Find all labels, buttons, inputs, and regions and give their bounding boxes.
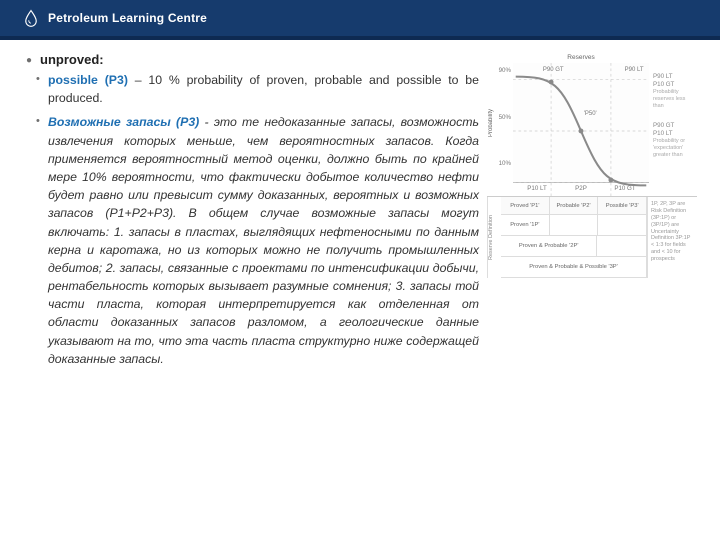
ytick-10: 10% <box>495 160 511 167</box>
grid-row-3p: Proven & Probable & Possible '3P' <box>501 257 647 278</box>
probability-plot-row: Probability 90% 50% 10% <box>487 63 697 183</box>
ytick-50: 50% <box>495 114 511 121</box>
cell-empty <box>598 215 647 235</box>
rlabel-2-top: P90 GT <box>653 122 695 130</box>
bullet-ru: Возможные запасы (Р3) - это те недоказан… <box>38 113 479 368</box>
rlabel-2-sub: P10 LT <box>653 130 695 138</box>
cell-2p: Proven & Probable '2P' <box>501 236 597 256</box>
rlabel-1: P90 LT P10 GT Probability reserves less … <box>653 73 695 109</box>
col-proved: Proved 'P1' <box>501 197 550 214</box>
label-p90gt: P90 GT <box>543 67 564 73</box>
bullet-en: possible (P3) – 10 % probability of prov… <box>38 71 479 107</box>
droplet-icon <box>22 9 40 27</box>
term-possible-en: possible (P3) <box>48 73 128 87</box>
rlabel-2: P90 GT P10 LT Probability or 'expectatio… <box>653 122 695 158</box>
cell-empty <box>597 236 647 256</box>
brand-logo: Petroleum Learning Centre <box>22 9 207 27</box>
grid-row-1p: Proven '1P' <box>501 215 647 236</box>
app-header: Petroleum Learning Centre <box>0 0 720 36</box>
label-p50: 'P50' <box>584 111 597 117</box>
heading-unproved: unproved: possible (P3) – 10 % probabili… <box>26 52 479 368</box>
line-ru: - это те недоказанные запасы, возможност… <box>48 115 479 365</box>
col-probable: Probable 'P2' <box>550 197 599 214</box>
grid-headrow: Proved 'P1' Probable 'P2' Possible 'P3' <box>501 197 647 215</box>
reserve-grid: Reserve Definition Proved 'P1' Probable … <box>487 196 697 278</box>
ytick-90: 90% <box>495 67 511 74</box>
content-area: unproved: possible (P3) – 10 % probabili… <box>0 40 720 384</box>
rlabel-1-top: P90 LT <box>653 73 695 81</box>
cell-empty <box>550 215 599 235</box>
grid-rowhead: Reserve Definition <box>487 197 501 278</box>
grid-sidenote: 1P, 2P, 3P are Risk Definition (3P:1P) o… <box>647 197 697 278</box>
cell-3p: Proven & Probable & Possible '3P' <box>501 257 647 277</box>
rlabel-1-sub: P10 GT <box>653 81 695 89</box>
right-annotation: P90 LT P10 GT Probability reserves less … <box>649 63 697 183</box>
y-axis-ticks: 90% 50% 10% <box>495 63 513 183</box>
rlabel-2-note: Probability or 'expectation' greater tha… <box>653 138 695 159</box>
grid-row-2p: Proven & Probable '2P' <box>501 236 647 257</box>
text-column: unproved: possible (P3) – 10 % probabili… <box>18 52 479 374</box>
rlabel-1-note: Probability reserves less than <box>653 89 695 110</box>
y-axis-label: Probability <box>487 63 495 183</box>
curve-svg <box>513 63 649 199</box>
reserves-diagram: Reserves Probability 90% 50% 10% <box>487 54 697 274</box>
plot-area: P90 GT 'P50' P90 LT <box>513 63 649 183</box>
diagram-column: Reserves Probability 90% 50% 10% <box>487 52 702 374</box>
cell-1p: Proven '1P' <box>501 215 550 235</box>
diagram-title: Reserves <box>515 54 647 63</box>
col-possible: Possible 'P3' <box>598 197 647 214</box>
grid-body: Proved 'P1' Probable 'P2' Possible 'P3' … <box>501 197 647 278</box>
label-p90lt: P90 LT <box>625 67 644 73</box>
term-possible-ru: Возможные запасы (Р3) <box>48 115 199 129</box>
heading-text: unproved: <box>40 52 104 67</box>
brand-text: Petroleum Learning Centre <box>48 11 207 25</box>
